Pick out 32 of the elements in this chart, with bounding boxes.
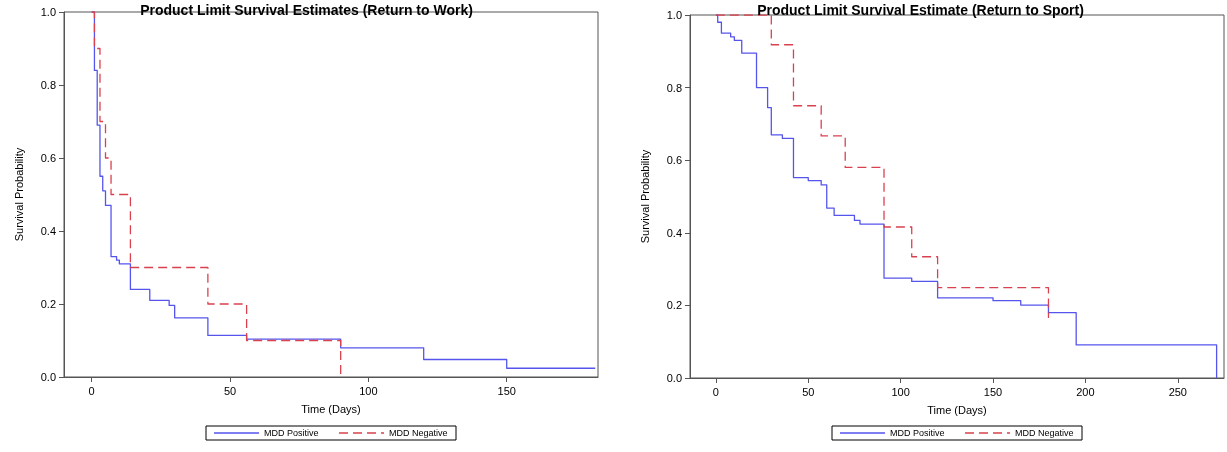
x-axis-title: Time (Days): [301, 402, 361, 415]
y-tick-label: 0.2: [666, 299, 682, 312]
legend-label: MDD Positive: [890, 428, 945, 438]
x-tick-label: 50: [802, 385, 815, 398]
x-tick-label: 150: [983, 385, 1003, 398]
x-tick-label: 50: [223, 384, 237, 397]
chart-title: Product Limit Survival Estimates (Return to Work): [140, 2, 473, 18]
legend-label: MDD Negative: [1015, 428, 1074, 438]
x-tick-label: 0: [88, 384, 95, 397]
x-tick-label: 100: [359, 384, 378, 397]
y-tick-label: 0.6: [40, 152, 56, 164]
y-tick-label: 0.2: [40, 298, 56, 310]
x-tick-label: 100: [891, 385, 910, 398]
y-tick-label: 0.6: [666, 154, 682, 167]
y-tick-label: 0.0: [40, 371, 56, 383]
y-tick-label: 1.0: [666, 9, 682, 21]
x-tick-label: 200: [1076, 385, 1095, 398]
y-tick-label: 0.0: [666, 372, 682, 384]
chart-title: Product Limit Survival Estimate (Return to Sport): [757, 2, 1084, 18]
y-tick-label: 1.0: [40, 6, 56, 18]
legend-label: MDD Positive: [264, 428, 319, 438]
y-axis-title: Survival Probability: [12, 147, 25, 242]
y-tick-label: 0.4: [40, 225, 56, 237]
x-tick-label: 0: [712, 385, 719, 398]
y-tick-label: 0.4: [666, 226, 682, 239]
x-tick-label: 250: [1168, 385, 1187, 398]
legend-label: MDD Negative: [389, 428, 448, 438]
x-axis-title: Time (Days): [927, 403, 987, 416]
x-tick-label: 150: [497, 384, 516, 397]
y-tick-label: 0.8: [40, 79, 56, 91]
y-tick-label: 0.8: [666, 81, 682, 94]
y-axis-title: Survival Probability: [638, 149, 651, 244]
